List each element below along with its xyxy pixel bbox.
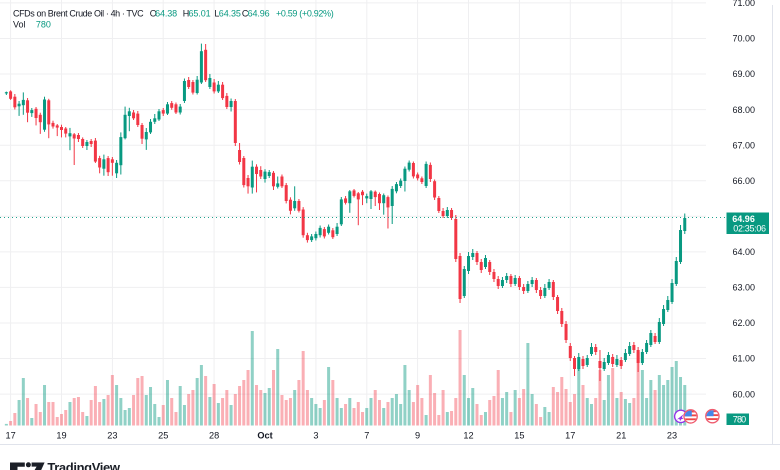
svg-text:12: 12 bbox=[463, 430, 473, 440]
svg-text:67.00: 67.00 bbox=[733, 140, 756, 150]
svg-text:23: 23 bbox=[667, 430, 677, 440]
svg-text:66.00: 66.00 bbox=[733, 176, 756, 186]
svg-text:02:35:06: 02:35:06 bbox=[733, 224, 766, 234]
svg-text:3: 3 bbox=[313, 430, 318, 440]
svg-text:780: 780 bbox=[36, 19, 51, 29]
svg-text:19: 19 bbox=[56, 430, 66, 440]
svg-text:60.00: 60.00 bbox=[733, 389, 756, 399]
svg-text:+0.59 (+0.92%): +0.59 (+0.92%) bbox=[276, 8, 334, 18]
svg-text:25: 25 bbox=[158, 430, 168, 440]
svg-text:28: 28 bbox=[209, 430, 219, 440]
svg-text:71.00: 71.00 bbox=[733, 0, 756, 8]
svg-text:TradingView: TradingView bbox=[47, 460, 120, 470]
svg-text:CFDs on Brent Crude Oil · 4h ·: CFDs on Brent Crude Oil · 4h · TVC bbox=[13, 8, 144, 18]
svg-text:780: 780 bbox=[733, 415, 747, 425]
svg-text:9: 9 bbox=[415, 430, 420, 440]
svg-text:17: 17 bbox=[5, 430, 15, 440]
svg-text:L: L bbox=[214, 8, 219, 18]
svg-text:64.96: 64.96 bbox=[732, 214, 755, 224]
svg-text:64.38: 64.38 bbox=[155, 8, 177, 18]
svg-text:H: H bbox=[183, 8, 190, 18]
svg-text:68.00: 68.00 bbox=[733, 105, 756, 115]
svg-text:21: 21 bbox=[616, 430, 626, 440]
svg-text:63.00: 63.00 bbox=[733, 283, 756, 293]
svg-text:70.00: 70.00 bbox=[733, 34, 756, 44]
svg-text:17: 17 bbox=[565, 430, 575, 440]
svg-text:64.96: 64.96 bbox=[248, 8, 270, 18]
svg-text:64.35: 64.35 bbox=[219, 8, 241, 18]
svg-text:23: 23 bbox=[107, 430, 117, 440]
svg-text:15: 15 bbox=[514, 430, 524, 440]
svg-text:Oct: Oct bbox=[257, 430, 272, 440]
svg-text:61.00: 61.00 bbox=[733, 354, 756, 364]
svg-text:C: C bbox=[242, 8, 249, 18]
svg-text:7: 7 bbox=[364, 430, 369, 440]
svg-text:65.01: 65.01 bbox=[189, 8, 211, 18]
svg-text:Vol: Vol bbox=[13, 19, 26, 29]
svg-text:O: O bbox=[150, 8, 157, 18]
svg-text:69.00: 69.00 bbox=[733, 69, 756, 79]
svg-text:62.00: 62.00 bbox=[733, 318, 756, 328]
svg-text:64.00: 64.00 bbox=[733, 247, 756, 257]
